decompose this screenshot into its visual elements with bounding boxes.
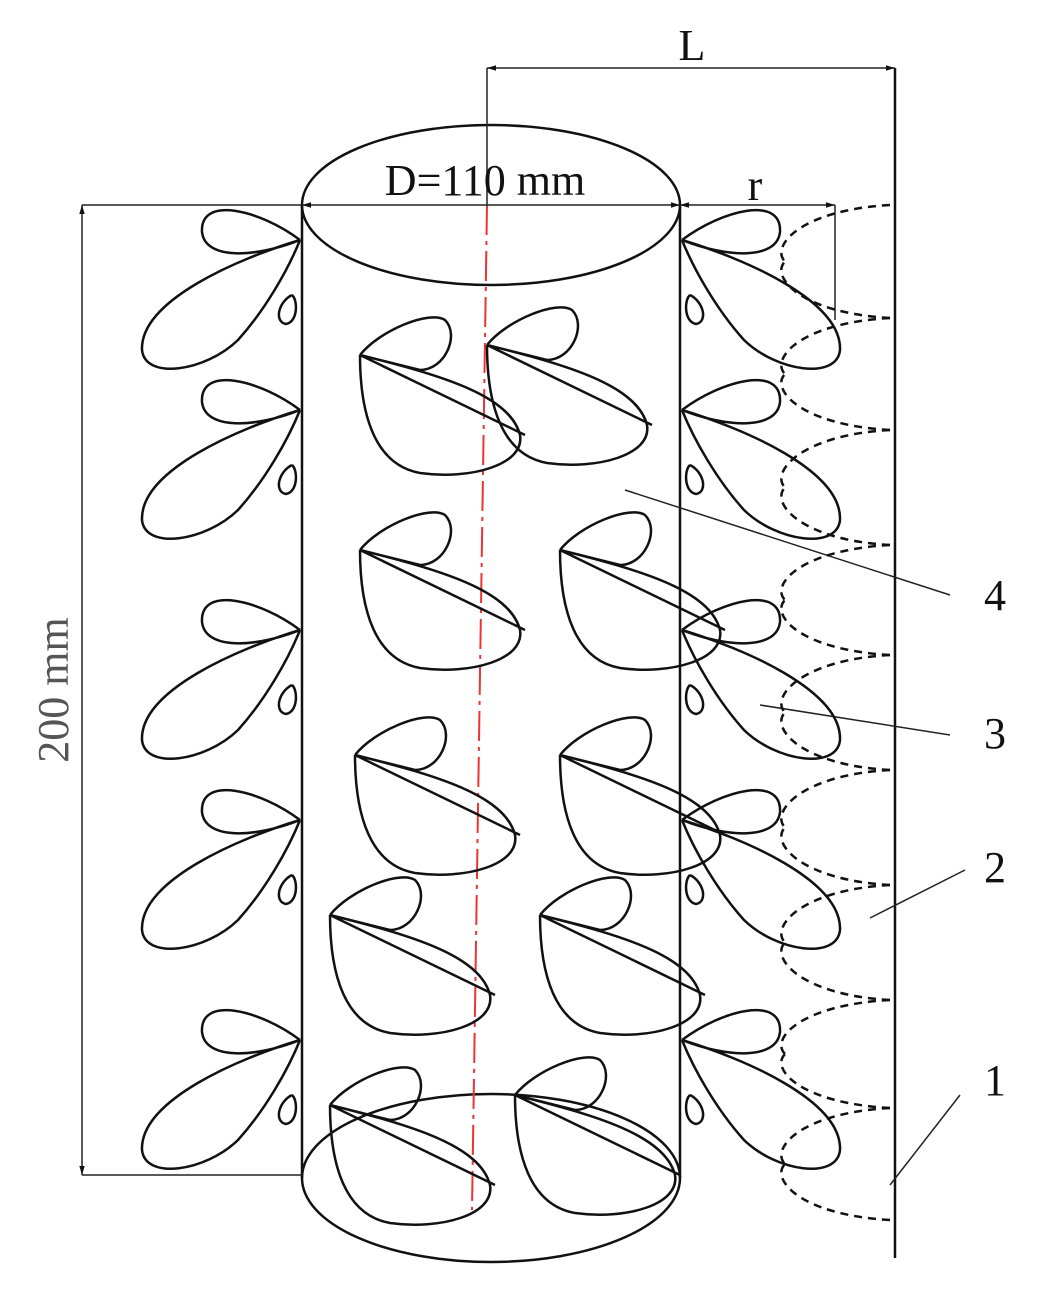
callout-label: 2 [984, 843, 1006, 892]
cylinder-bottom [300, 1092, 682, 1264]
callout-label: 4 [984, 571, 1006, 620]
leader-line [889, 1094, 961, 1186]
axis-line [471, 204, 488, 1211]
leaf [538, 876, 706, 1036]
dashed-curve [780, 543, 891, 657]
leaf [140, 1009, 302, 1170]
dashed-curve [780, 998, 891, 1110]
leader-line [624, 489, 951, 596]
dimension-label: D=110 mm [385, 156, 585, 205]
cylinder-side [300, 205, 682, 1178]
leaf [680, 599, 842, 760]
dimension-label: 200 mm [29, 617, 78, 762]
leaf [140, 379, 302, 540]
callout-label: 3 [984, 709, 1006, 758]
leader-line [759, 704, 951, 736]
leaf [353, 716, 521, 876]
leaf [140, 599, 302, 760]
dashed-curve [780, 428, 891, 547]
callout-label: 1 [984, 1056, 1006, 1105]
leaf [140, 789, 302, 950]
leaf [558, 511, 726, 671]
leaf [328, 876, 496, 1036]
leaf [358, 316, 526, 476]
leader-line [869, 869, 966, 919]
leaf [485, 306, 653, 466]
leaf [680, 1009, 842, 1170]
dimension-label: L [679, 21, 706, 70]
leaf [680, 209, 842, 370]
leaf [513, 1056, 681, 1216]
dashed-curve [780, 653, 891, 772]
leaf [680, 789, 842, 950]
dimension-label: r [748, 161, 763, 210]
leaf [680, 379, 842, 540]
dashed-curve [780, 1106, 891, 1222]
dashed-curve [780, 316, 891, 432]
dashed-curve [780, 203, 891, 320]
dashed-curve [780, 768, 891, 887]
leaf [358, 511, 526, 671]
leaf [140, 209, 302, 370]
leaf [558, 716, 726, 876]
dashed-curve [780, 883, 891, 1002]
leaf [328, 1066, 496, 1226]
